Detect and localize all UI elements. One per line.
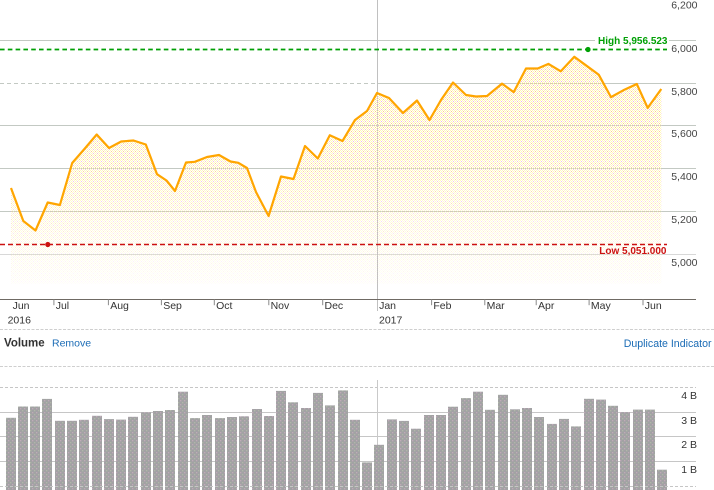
svg-text:6,200: 6,200 [671, 0, 697, 12]
svg-text:3 B: 3 B [681, 415, 697, 427]
svg-text:Dec: Dec [325, 300, 344, 312]
svg-text:Duplicate Indicator: Duplicate Indicator [624, 338, 712, 350]
svg-text:Low 5,051.000: Low 5,051.000 [599, 246, 667, 257]
svg-text:Sep: Sep [163, 300, 182, 312]
svg-text:High 5,956.523: High 5,956.523 [598, 36, 668, 47]
svg-text:6,000: 6,000 [671, 43, 697, 55]
svg-text:5,200: 5,200 [671, 214, 697, 226]
svg-text:2016: 2016 [8, 314, 32, 326]
svg-text:Jul: Jul [56, 300, 69, 312]
svg-text:1 B: 1 B [681, 464, 697, 476]
svg-text:2 B: 2 B [681, 439, 697, 451]
svg-text:Remove: Remove [52, 338, 91, 350]
svg-text:Feb: Feb [433, 300, 451, 312]
svg-text:Jan: Jan [379, 300, 396, 312]
svg-text:May: May [591, 300, 612, 312]
svg-text:2017: 2017 [379, 314, 403, 326]
svg-text:Mar: Mar [487, 300, 506, 312]
svg-text:Volume: Volume [4, 338, 45, 350]
svg-text:Aug: Aug [110, 300, 129, 312]
svg-text:4 B: 4 B [681, 390, 697, 402]
svg-text:Jun: Jun [645, 300, 662, 312]
svg-text:Nov: Nov [271, 300, 290, 312]
svg-text:5,600: 5,600 [671, 128, 697, 140]
svg-text:5,800: 5,800 [671, 86, 697, 98]
svg-text:5,400: 5,400 [671, 171, 697, 183]
svg-text:Oct: Oct [216, 300, 232, 312]
svg-text:5,000: 5,000 [671, 257, 697, 269]
svg-text:Apr: Apr [538, 300, 555, 312]
svg-text:Jun: Jun [13, 300, 30, 312]
